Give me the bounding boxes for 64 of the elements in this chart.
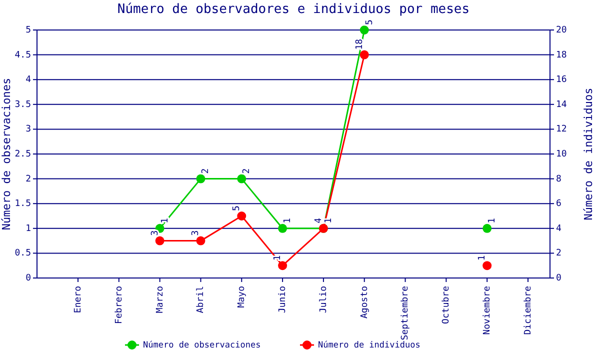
y2-tick-label: 0	[556, 273, 562, 284]
point	[237, 212, 246, 220]
legend-label: Número de individuos	[318, 340, 420, 350]
point	[196, 236, 206, 246]
y2-tick-label: 20	[556, 25, 567, 36]
x-tick-label: Mayo	[237, 286, 248, 308]
y-axis-title: Número de observaciones	[0, 78, 13, 230]
chart-title: Número de observadores e individuos por meses	[117, 2, 470, 17]
data-label: 1	[488, 218, 498, 224]
x-tick-label: Abril	[196, 286, 206, 314]
x-tick-label: Enero	[73, 286, 84, 314]
x-tick-label: Septiembre	[400, 286, 411, 340]
y2-axis-title: Número de individuos	[582, 88, 595, 220]
point	[360, 50, 369, 60]
y-tick-label: 2	[26, 174, 31, 184]
y-tick-label: 3.5	[14, 100, 31, 110]
y2-tick-label: 10	[556, 149, 567, 160]
data-label: 1	[273, 255, 284, 261]
y2-tick-label: 16	[556, 75, 567, 86]
point	[278, 261, 288, 270]
x-tick-label: Agosto	[360, 286, 370, 319]
y2-tick-label: 12	[556, 124, 567, 135]
data-label: 4	[314, 218, 324, 224]
y-tick-label: 1.5	[14, 199, 31, 210]
data-label: 2	[242, 168, 252, 174]
data-label: 1	[324, 218, 334, 224]
data-label: 5	[232, 206, 242, 211]
y2-tick-label: 18	[556, 50, 567, 60]
legend-label: Número de observaciones	[143, 340, 261, 350]
x-tick-label: Junio	[278, 286, 288, 314]
y2-tick-label: 4	[556, 224, 562, 234]
y-tick-label: 2.5	[14, 149, 31, 160]
y2-tick-label: 6	[556, 199, 562, 210]
point	[155, 236, 164, 246]
data-label: 5	[364, 20, 375, 25]
point	[237, 174, 246, 184]
point	[278, 224, 288, 233]
y2-tick-label: 14	[556, 100, 567, 110]
x-tick-label: Febrero	[114, 286, 124, 324]
point	[360, 26, 369, 34]
y-tick-label: 3	[26, 124, 31, 135]
y-tick-label: 4	[26, 75, 31, 86]
y-tick-label: 4.5	[14, 50, 31, 60]
data-label: 18	[354, 38, 365, 50]
data-label: 1	[160, 218, 170, 224]
point	[482, 261, 492, 270]
x-tick-label: Noviembre	[482, 286, 493, 335]
data-label: 1	[478, 255, 488, 261]
y-tick-label: 1	[26, 224, 31, 234]
x-tick-label: Octubre	[442, 286, 452, 324]
x-tick-label: Diciembre	[523, 286, 534, 335]
point	[196, 174, 206, 184]
y-tick-label: 0	[26, 273, 31, 284]
y2-tick-label: 2	[556, 248, 562, 259]
x-tick-label: Julio	[318, 286, 329, 314]
data-label: 2	[201, 168, 212, 174]
point	[482, 224, 492, 233]
data-label: 1	[283, 218, 294, 224]
data-label: 3	[191, 230, 202, 236]
x-tick-label: Marzo	[155, 286, 166, 314]
y2-tick-label: 8	[556, 174, 562, 184]
y-tick-label: 0.5	[14, 248, 31, 259]
y-tick-label: 5	[26, 25, 31, 36]
data-label: 3	[150, 230, 160, 236]
